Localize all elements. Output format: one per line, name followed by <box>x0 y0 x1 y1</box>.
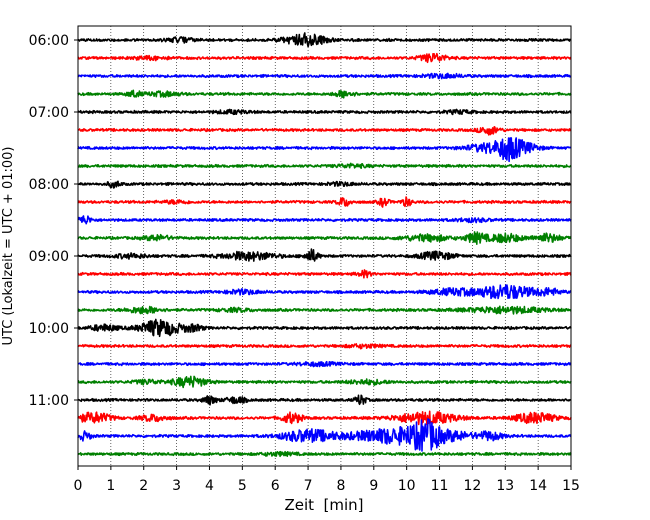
trace-0615 <box>77 52 572 64</box>
trace-0700 <box>77 108 572 116</box>
x-tick-label: 3 <box>172 478 181 494</box>
trace-0645 <box>77 89 572 99</box>
trace-0745 <box>77 162 572 169</box>
x-tick-label: 15 <box>562 478 580 494</box>
trace-1115 <box>77 410 572 426</box>
x-tick-label: 9 <box>369 478 378 494</box>
x-tick-label: 5 <box>238 478 247 494</box>
trace-0845 <box>77 231 572 245</box>
trace-0830 <box>77 215 572 225</box>
x-axis-ticks: 0 1 2 3 4 5 6 7 8 9 10 11 12 13 14 15 <box>74 466 580 494</box>
trace-1000 <box>77 318 572 338</box>
trace-0630 <box>77 72 572 80</box>
plot-frame <box>77 25 572 467</box>
trace-1130 <box>77 418 572 452</box>
vertical-grid <box>110 26 539 466</box>
x-axis-label: Zeit [min] <box>284 496 363 514</box>
y-tick-label: 09:00 <box>29 249 69 265</box>
trace-0600 <box>77 32 572 48</box>
x-tick-label: 14 <box>529 478 547 494</box>
helicorder-traces <box>77 32 572 458</box>
trace-0715 <box>77 126 572 136</box>
trace-0915 <box>77 269 572 279</box>
y-axis-ticks: 06:00 07:00 08:00 09:00 10:00 11:00 <box>29 33 78 409</box>
trace-1015 <box>77 343 572 350</box>
trace-1100 <box>77 394 572 406</box>
trace-0930 <box>77 284 572 300</box>
y-axis-label: UTC (Lokalzeit = UTC + 01:00) <box>1 147 16 346</box>
x-tick-label: 13 <box>496 478 514 494</box>
x-tick-label: 6 <box>271 478 280 494</box>
y-tick-label: 10:00 <box>29 321 69 337</box>
y-tick-label: 07:00 <box>29 105 69 121</box>
x-tick-label: 4 <box>205 478 214 494</box>
x-tick-label: 0 <box>74 478 83 494</box>
y-tick-label: 11:00 <box>29 393 69 409</box>
trace-0730 <box>77 137 572 163</box>
x-tick-label: 2 <box>139 478 148 494</box>
x-tick-label: 8 <box>336 478 345 494</box>
trace-1045 <box>77 375 572 389</box>
trace-1030 <box>77 360 572 368</box>
plot-background <box>78 26 571 466</box>
y-tick-label: 08:00 <box>29 177 69 193</box>
trace-0815 <box>77 196 572 208</box>
x-tick-label: 11 <box>431 478 449 494</box>
trace-1145 <box>77 450 572 458</box>
x-tick-label: 7 <box>304 478 313 494</box>
x-tick-label: 1 <box>106 478 115 494</box>
x-tick-label: 12 <box>463 478 481 494</box>
trace-0900 <box>77 248 572 262</box>
y-tick-label: 06:00 <box>29 33 69 49</box>
x-tick-label: 10 <box>398 478 416 494</box>
trace-0800 <box>77 180 572 189</box>
trace-0945 <box>77 305 572 315</box>
